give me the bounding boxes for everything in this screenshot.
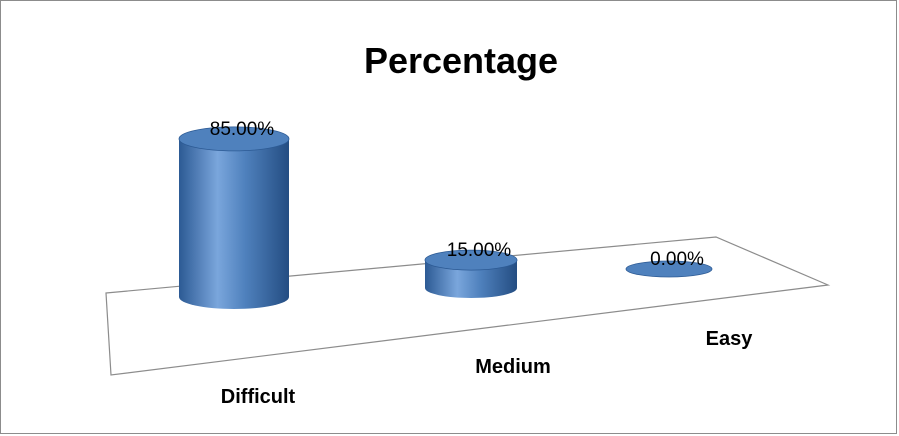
data-label-medium: 15.00%: [447, 240, 512, 261]
bar-medium: [424, 249, 518, 298]
bar-easy: [625, 260, 713, 278]
bar-difficult-body: [179, 138, 289, 309]
category-label-easy: Easy: [706, 328, 754, 350]
chart-title: Percentage: [364, 40, 558, 81]
bar-medium-body: [425, 260, 517, 298]
bar-difficult-top: [178, 126, 290, 152]
bar-medium-top: [424, 249, 518, 271]
data-label-easy: 0.00%: [650, 249, 704, 270]
bar-difficult: [178, 126, 290, 309]
category-label-medium: Medium: [475, 356, 551, 378]
labels-group: 85.00% Difficult 15.00% Medium 0.00% Easy: [210, 119, 753, 408]
bar-easy-top: [625, 260, 713, 278]
data-label-difficult: 85.00%: [210, 119, 275, 140]
category-label-difficult: Difficult: [221, 386, 296, 408]
bars-group: [178, 126, 713, 309]
